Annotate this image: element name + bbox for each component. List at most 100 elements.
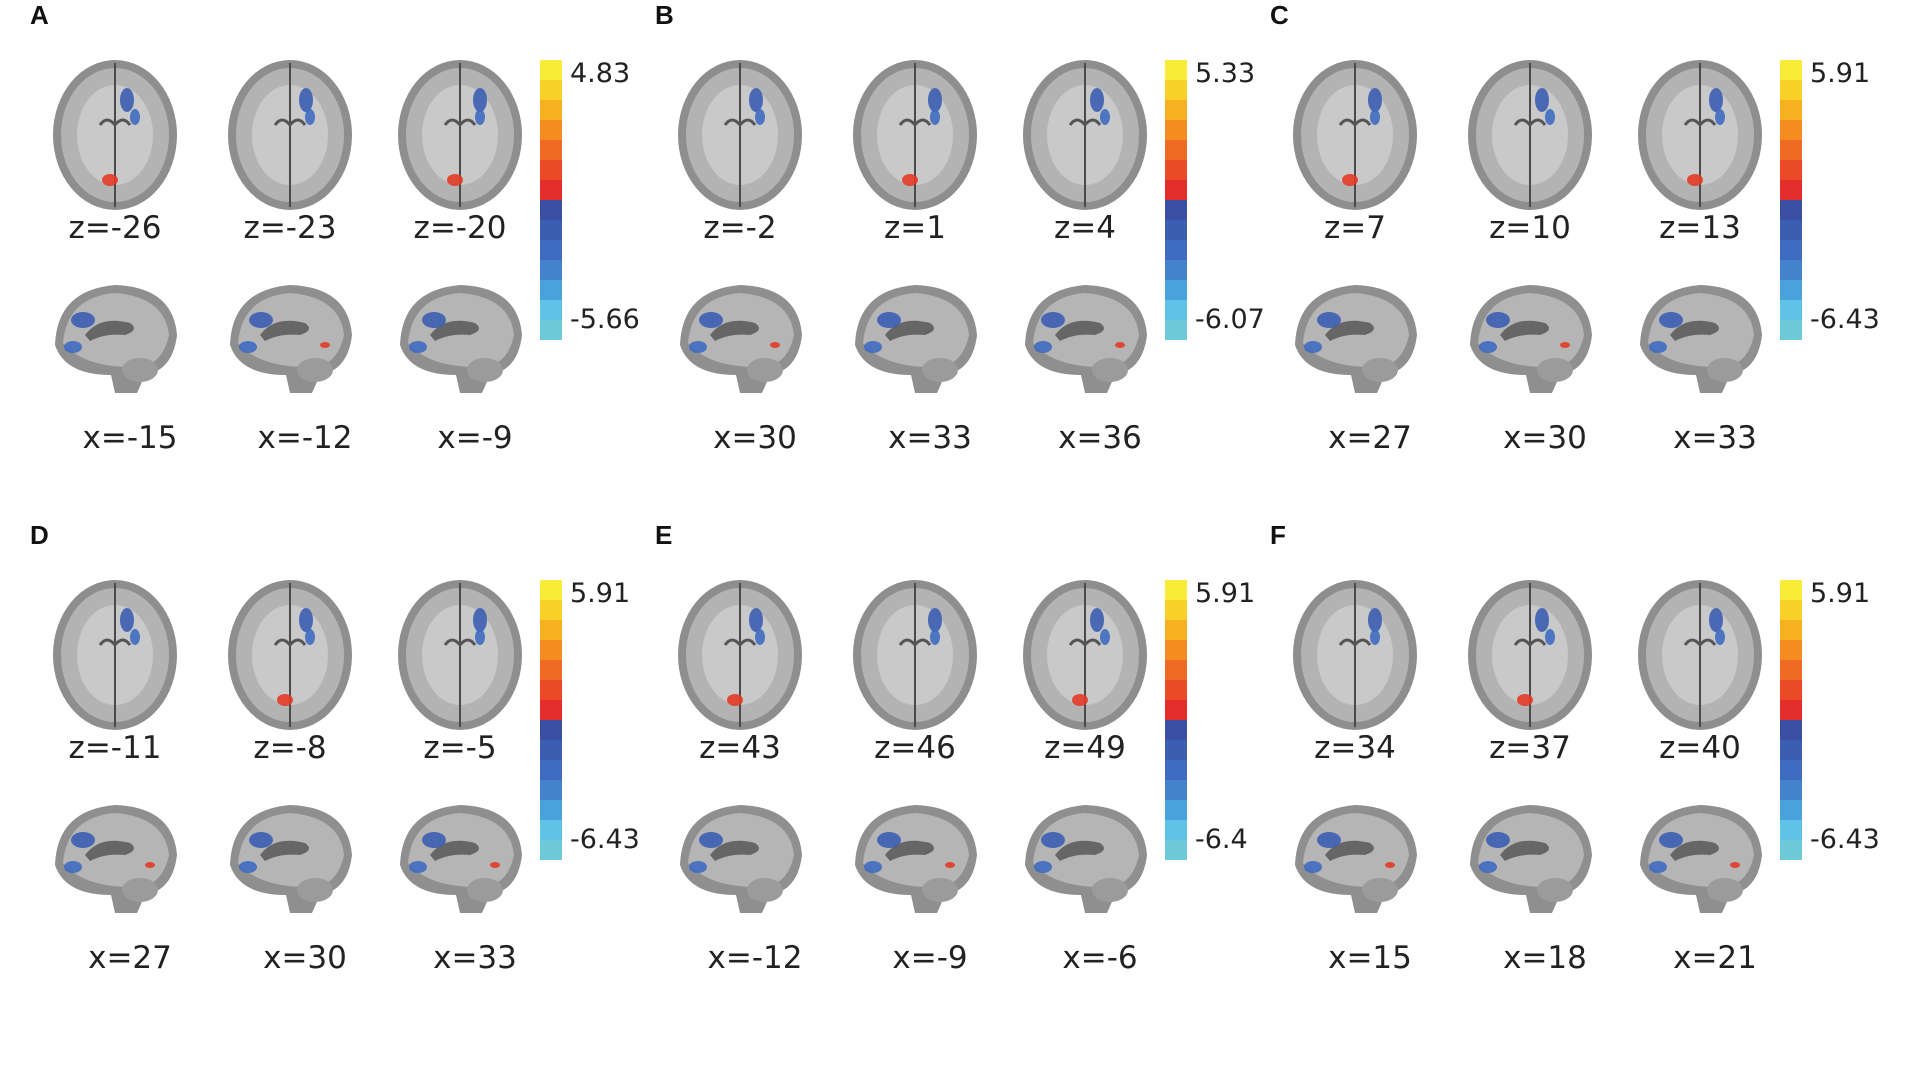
colorbar: [1780, 580, 1802, 860]
colorbar-segment: [1165, 800, 1187, 820]
colorbar-segment: [1165, 820, 1187, 840]
colorbar-segment: [1165, 180, 1187, 200]
colorbar-segment: [1780, 720, 1802, 740]
sagittal-coordinate-label: x=33: [433, 940, 517, 976]
colorbar-segment: [1165, 280, 1187, 300]
positive-cluster: [145, 862, 155, 868]
colorbar-segment: [1165, 200, 1187, 220]
negative-cluster: [1090, 88, 1104, 112]
positive-cluster: [1517, 694, 1533, 706]
sagittal-coordinate-label: x=-9: [437, 420, 513, 456]
axial-coordinate-label: z=4: [1054, 210, 1116, 246]
positive-cluster: [1342, 174, 1358, 186]
negative-cluster: [1090, 608, 1104, 632]
colorbar-segment: [540, 80, 562, 100]
colorbar-segment: [540, 280, 562, 300]
positive-cluster: [945, 862, 955, 868]
sagittal-coordinate-label: x=30: [713, 420, 797, 456]
colorbar-min-label: -6.4: [1195, 824, 1248, 855]
axial-slice-image: [1630, 575, 1770, 735]
colorbar-segment: [1780, 180, 1802, 200]
colorbar-segment: [1165, 640, 1187, 660]
colorbar-segment: [1780, 220, 1802, 240]
colorbar-segment: [1780, 280, 1802, 300]
negative-cluster: [299, 608, 313, 632]
colorbar-segment: [540, 640, 562, 660]
negative-cluster: [422, 832, 446, 848]
positive-cluster: [102, 174, 118, 186]
axial-slice-image: [220, 55, 360, 215]
colorbar-segment: [1165, 680, 1187, 700]
negative-cluster: [864, 341, 882, 353]
axial-coordinate-label: z=-26: [68, 210, 162, 246]
negative-cluster: [1304, 861, 1322, 873]
negative-cluster: [1304, 341, 1322, 353]
axial-slice-image: [670, 55, 810, 215]
colorbar-segment: [540, 220, 562, 240]
colorbar: [1780, 60, 1802, 340]
sagittal-slice-image: [670, 275, 810, 395]
panel-letter: B: [655, 0, 674, 30]
negative-cluster: [1709, 608, 1723, 632]
sagittal-coordinate-label: x=18: [1503, 940, 1587, 976]
colorbar-segment: [1165, 120, 1187, 140]
sagittal-coordinate-label: x=-12: [707, 940, 803, 976]
axial-slice-image: [45, 55, 185, 215]
sagittal-coordinate-label: x=21: [1673, 940, 1757, 976]
axial-slice-image: [1460, 575, 1600, 735]
axial-coordinate-label: z=-20: [413, 210, 507, 246]
colorbar-segment: [1165, 260, 1187, 280]
panel-letter: A: [30, 0, 49, 30]
colorbar-segment: [1780, 580, 1802, 600]
colorbar-segment: [1780, 780, 1802, 800]
colorbar-segment: [1165, 320, 1187, 340]
negative-cluster: [1034, 861, 1052, 873]
sagittal-slice-image: [45, 795, 185, 915]
colorbar-segment: [1165, 220, 1187, 240]
axial-slice-image: [670, 575, 810, 735]
colorbar-min-label: -5.66: [570, 304, 640, 335]
negative-cluster: [71, 312, 95, 328]
colorbar-segment: [1165, 780, 1187, 800]
negative-cluster: [1659, 312, 1683, 328]
colorbar-segment: [1780, 140, 1802, 160]
colorbar-segment: [1780, 240, 1802, 260]
negative-cluster: [422, 312, 446, 328]
axial-coordinate-label: z=37: [1489, 730, 1571, 766]
axial-coordinate-label: z=-5: [423, 730, 497, 766]
negative-cluster: [64, 861, 82, 873]
negative-cluster: [1100, 629, 1110, 645]
colorbar-segment: [540, 200, 562, 220]
negative-cluster: [1486, 832, 1510, 848]
panel-letter: C: [1270, 0, 1289, 30]
axial-slice-image: [390, 575, 530, 735]
colorbar-min-label: -6.43: [1810, 304, 1880, 335]
colorbar-segment: [540, 140, 562, 160]
colorbar-segment: [1780, 620, 1802, 640]
axial-coordinate-label: z=-2: [703, 210, 777, 246]
colorbar-segment: [1165, 760, 1187, 780]
axial-coordinate-label: z=46: [874, 730, 956, 766]
colorbar-segment: [1165, 160, 1187, 180]
negative-cluster: [1659, 832, 1683, 848]
negative-cluster: [1317, 312, 1341, 328]
negative-cluster: [749, 88, 763, 112]
negative-cluster: [749, 608, 763, 632]
axial-slice-image: [1630, 55, 1770, 215]
negative-cluster: [475, 109, 485, 125]
axial-slice-image: [1015, 55, 1155, 215]
negative-cluster: [1486, 312, 1510, 328]
positive-cluster: [1687, 174, 1703, 186]
negative-cluster: [71, 832, 95, 848]
positive-cluster: [1385, 862, 1395, 868]
colorbar-segment: [1165, 80, 1187, 100]
positive-cluster: [1560, 342, 1570, 348]
negative-cluster: [64, 341, 82, 353]
negative-cluster: [475, 629, 485, 645]
negative-cluster: [755, 109, 765, 125]
colorbar-max-label: 5.91: [1810, 58, 1871, 89]
positive-cluster: [727, 694, 743, 706]
